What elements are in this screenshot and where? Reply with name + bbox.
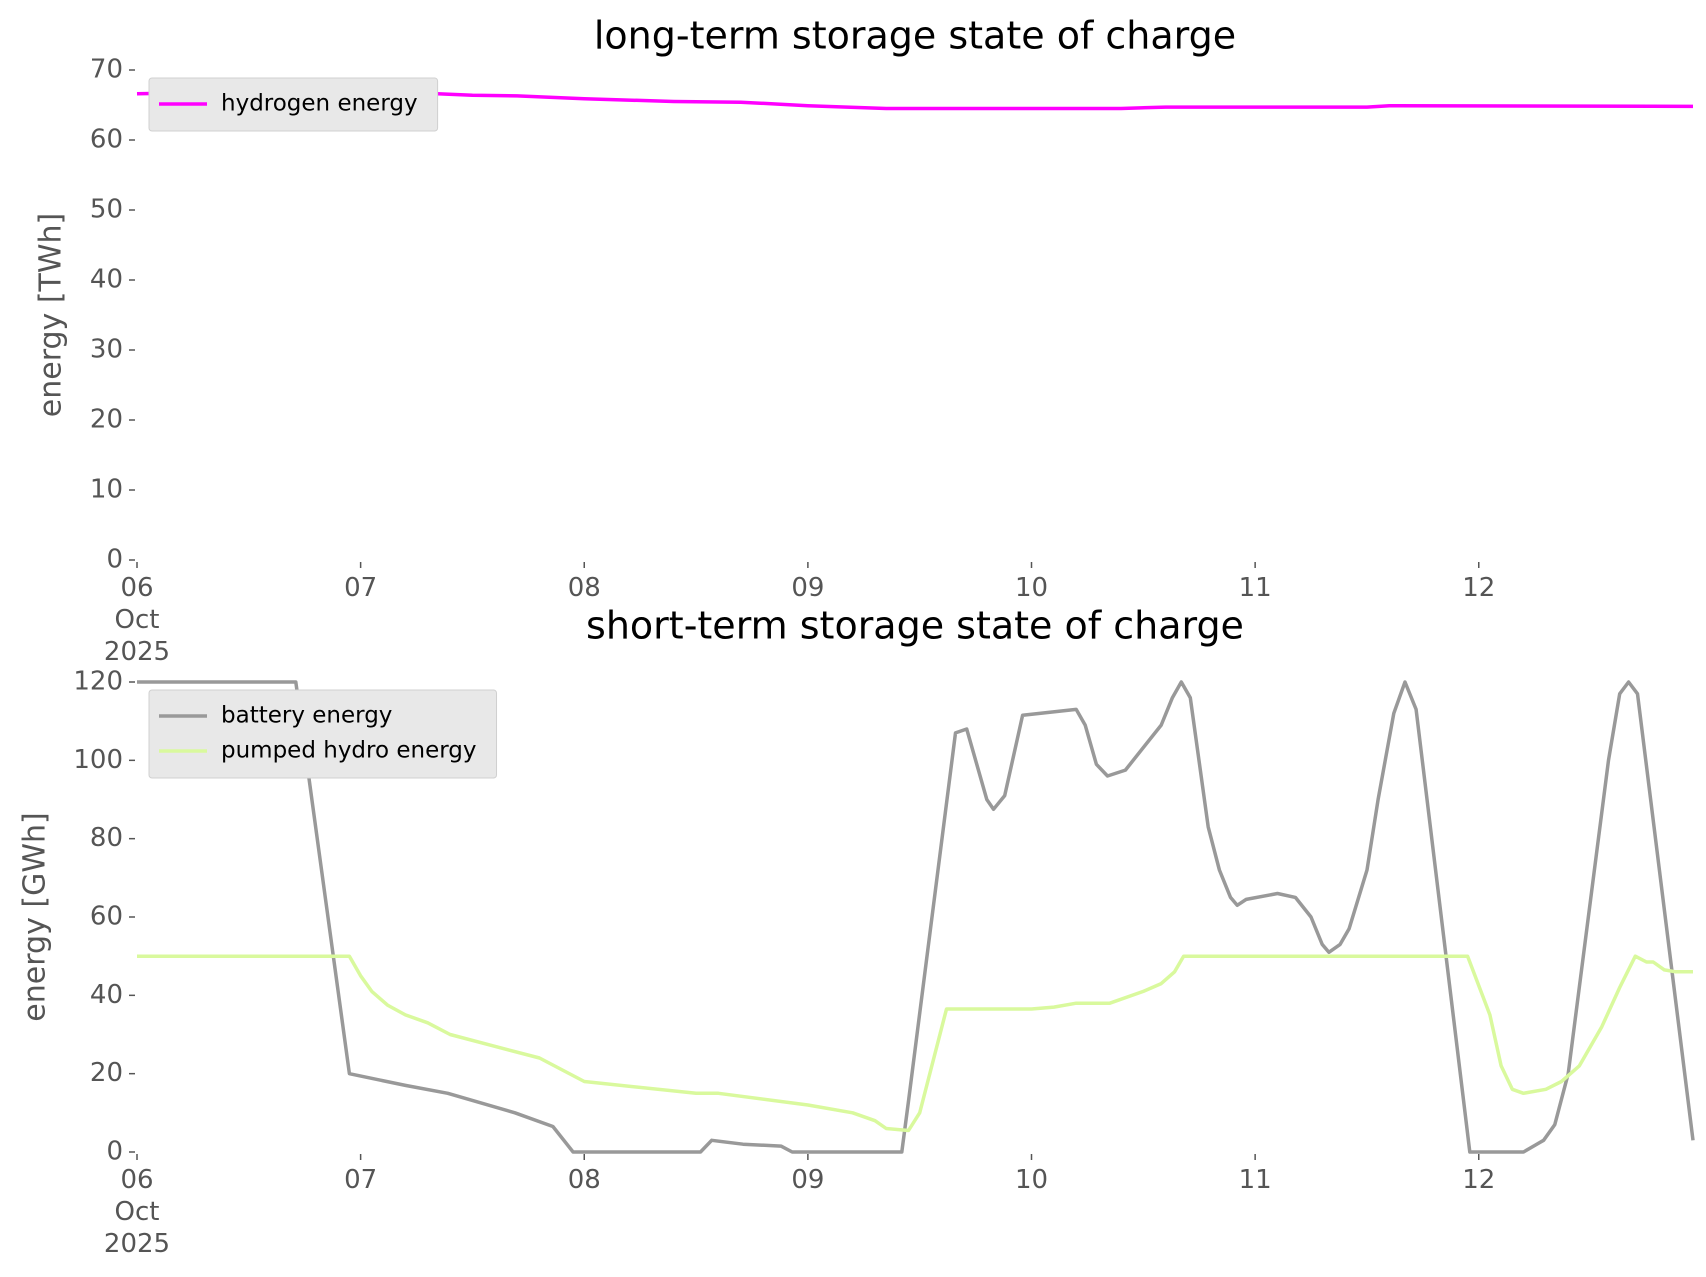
- y-tick-label: 80: [90, 823, 123, 853]
- x-tick-label: 07: [344, 573, 378, 603]
- x-tick-label: 12: [1462, 573, 1496, 603]
- x-tick-label: 07: [344, 1165, 378, 1195]
- x-tick-label: 06 Oct 2025: [103, 573, 171, 667]
- y-tick-label: 0: [106, 1137, 123, 1167]
- y-tick-label: 20: [90, 1058, 123, 1088]
- y-tick-label: 100: [73, 745, 123, 775]
- legend: hydrogen energy: [148, 77, 439, 132]
- x-tick-label: 08: [567, 1165, 601, 1195]
- x-tick-label: 11: [1238, 573, 1272, 603]
- legend-box: [148, 77, 439, 132]
- legend-label: pumped hydro energy: [221, 738, 477, 764]
- y-tick-label: 0: [106, 545, 123, 575]
- y-tick-label: 120: [73, 667, 123, 697]
- y-tick-label: 40: [90, 980, 123, 1010]
- y-tick-label: 60: [90, 125, 123, 155]
- chart-title: long-term storage state of charge: [594, 14, 1236, 58]
- y-tick-label: 60: [90, 902, 123, 932]
- chart-title: short-term storage state of charge: [586, 604, 1244, 648]
- y-axis-label: energy [TWh]: [34, 213, 69, 417]
- y-tick-label: 30: [90, 335, 123, 365]
- x-tick-label: 10: [1014, 573, 1049, 603]
- legend-label: hydrogen energy: [221, 91, 418, 117]
- x-tick-label: 10: [1014, 1165, 1049, 1195]
- x-tick-label: 08: [567, 573, 601, 603]
- legend: battery energy pumped hydro energy: [148, 689, 498, 779]
- line: [137, 954, 1693, 1133]
- y-tick-label: 70: [90, 55, 123, 85]
- y-tick-label: 20: [90, 405, 123, 435]
- legend-box: [148, 689, 498, 779]
- x-tick-label: 09: [791, 1165, 825, 1195]
- y-axis-label: energy [GWh]: [18, 812, 53, 1021]
- x-tick-label: 12: [1462, 1165, 1496, 1195]
- y-tick-label: 50: [90, 195, 123, 225]
- y-tick-label: 40: [90, 265, 123, 295]
- x-tick-label: 06 Oct 2025: [103, 1165, 171, 1259]
- line: [137, 680, 1695, 1154]
- x-tick-label: 11: [1238, 1165, 1272, 1195]
- legend-label: battery energy: [221, 703, 392, 729]
- x-tick-label: 09: [791, 573, 825, 603]
- y-tick-label: 10: [90, 475, 123, 505]
